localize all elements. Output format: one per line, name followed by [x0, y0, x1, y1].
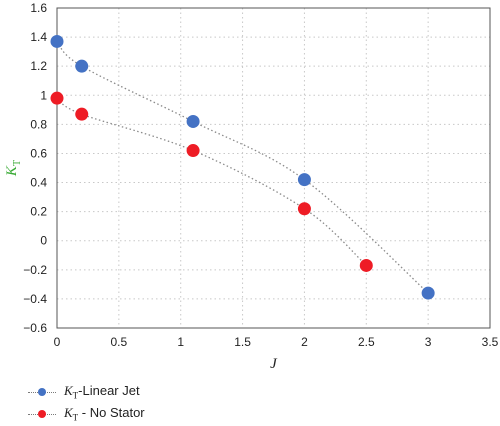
y-tick-label: 1.2: [30, 59, 47, 73]
legend-label-no-stator: KT - No Stator: [64, 405, 145, 423]
legend-item-linear-jet: KT-Linear Jet: [28, 381, 145, 403]
series-1-point: [297, 202, 311, 216]
y-tick-label: 0.4: [30, 176, 47, 190]
y-tick-label: 1.4: [30, 30, 47, 44]
y-tick-label: 0.8: [30, 117, 47, 131]
x-axis-label: J: [270, 356, 278, 372]
y-tick-label: 0.6: [30, 146, 47, 160]
x-tick-label: 0.5: [111, 335, 128, 349]
x-tick-label: 3: [425, 335, 432, 349]
legend-marker-no-stator: [28, 408, 56, 420]
legend-marker-linear-jet: [28, 386, 56, 398]
x-tick-label: 0: [54, 335, 61, 349]
series-0-point: [186, 114, 200, 128]
series-0-point: [297, 173, 311, 187]
chart: 0 0.5 1 1.5 2 2.5 3 3.5 −0.6 −0.4 −0.2 0 0.2 0.4 0.6 0.…: [4, 1, 499, 372]
legend-item-no-stator: KT - No Stator: [28, 403, 145, 425]
series-1-point: [50, 91, 64, 105]
y-tick-label: 1: [40, 88, 47, 102]
y-tick-label: 0.2: [30, 205, 47, 219]
x-tick-label: 1: [177, 335, 184, 349]
y-tick-label: −0.4: [23, 292, 47, 306]
plot-frame: [56, 7, 491, 329]
series-1-point: [359, 258, 373, 272]
x-tick-label: 2.5: [358, 335, 375, 349]
series-0-point: [421, 286, 435, 300]
y-tick-label: −0.6: [23, 321, 47, 335]
x-tick-label: 3.5: [482, 335, 499, 349]
legend: KT-Linear Jet KT - No Stator: [28, 381, 145, 425]
series-1-point: [75, 107, 89, 121]
y-axis-label: KT: [4, 160, 23, 177]
series-0-point: [75, 59, 89, 73]
series-0-point: [50, 34, 64, 48]
y-tick-label: 0: [40, 234, 47, 248]
series-0-trendline: [56, 40, 429, 294]
series-1-point: [186, 144, 200, 158]
y-tick-label: 1.6: [30, 1, 47, 15]
x-tick-label: 1.5: [234, 335, 251, 349]
x-tick-label: 2: [301, 335, 308, 349]
y-tick-label: −0.2: [23, 263, 47, 277]
legend-label-linear-jet: KT-Linear Jet: [64, 383, 140, 401]
